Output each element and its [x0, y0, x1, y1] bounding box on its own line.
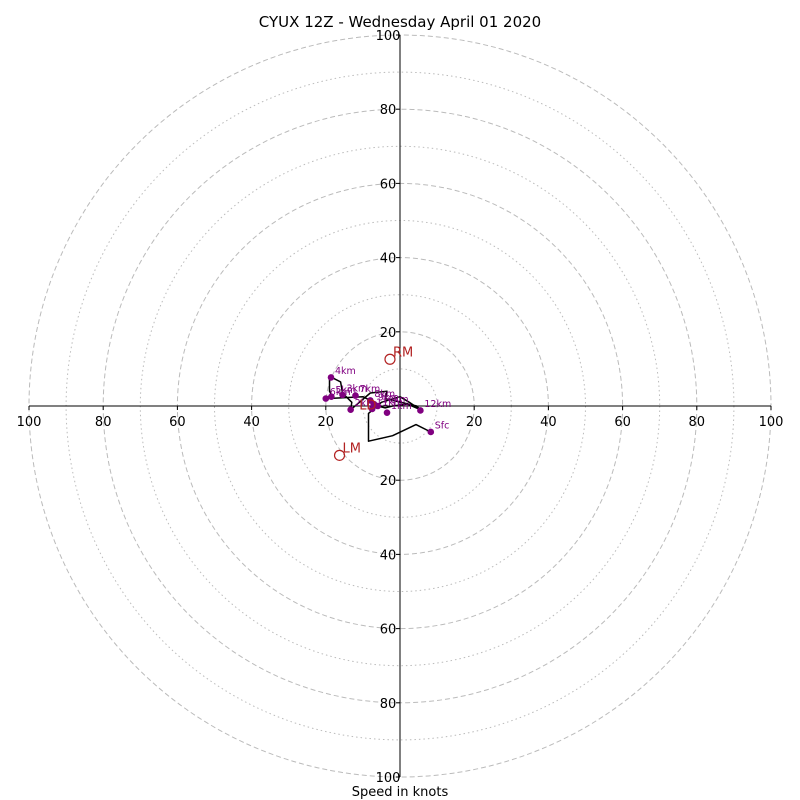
y-tick-label-bottom-40: 40 — [380, 548, 397, 563]
y-tick-label-top-60: 60 — [380, 177, 397, 192]
tick-labels: 20 20 20 20 40 40 40 40 60 60 60 60 80 80 80 80 100 100 10… — [17, 29, 784, 786]
x-tick-label-right-100: 100 — [759, 415, 784, 430]
x-tick-label-left-60: 60 — [169, 415, 186, 430]
y-tick-label-top-40: 40 — [380, 252, 397, 267]
height-level-points — [322, 374, 435, 436]
height-label-5km: 5km — [335, 385, 356, 396]
storm-motion-rm — [384, 353, 396, 365]
storm-motion-label-rm: RM — [393, 345, 413, 360]
height-point-1km — [383, 409, 391, 416]
y-tick-label-top-20: 20 — [380, 326, 397, 341]
height-point-4km — [327, 374, 335, 381]
storm-motion-markers: RM LM — [333, 345, 413, 461]
height-label-4km: 4km — [335, 366, 356, 377]
y-tick-label-top-100: 100 — [376, 29, 401, 44]
x-axis-label: Speed in knots — [352, 785, 449, 800]
height-label-1km: 1km — [391, 401, 412, 412]
y-tick-label-bottom-100: 100 — [376, 771, 401, 786]
axes — [29, 35, 771, 777]
y-tick-label-top-80: 80 — [380, 103, 397, 118]
x-tick-label-left-20: 20 — [318, 415, 335, 430]
height-label-9km: 9km — [378, 393, 399, 404]
height-label-2km: 2km — [355, 398, 376, 409]
y-tick-label-bottom-20: 20 — [380, 474, 397, 489]
storm-motion-lm — [333, 449, 346, 461]
tick-marks — [28, 34, 772, 778]
height-point-7km — [352, 392, 359, 399]
height-label-11km: 11km — [376, 397, 403, 408]
x-tick-label-left-40: 40 — [243, 415, 260, 430]
height-point-10km — [374, 402, 382, 410]
chart-title: CYUX 12Z - Wednesday April 01 2020 — [259, 13, 541, 31]
height-label-12km: 12km — [424, 399, 451, 410]
x-tick-label-right-40: 40 — [540, 415, 557, 430]
y-tick-label-bottom-60: 60 — [380, 623, 397, 638]
y-tick-label-bottom-80: 80 — [380, 697, 397, 712]
x-tick-label-right-20: 20 — [466, 415, 483, 430]
height-point-6km — [322, 395, 330, 402]
x-tick-label-left-100: 100 — [17, 415, 42, 430]
height-label-sfc: Sfc — [435, 420, 450, 431]
height-point-5km — [328, 393, 335, 401]
height-point-12km — [417, 407, 424, 414]
height-label-6km: 6km — [330, 387, 351, 398]
storm-motion-label-lm: LM — [343, 441, 361, 456]
height-point-sfc — [427, 428, 435, 436]
height-label-8km: 8km — [374, 389, 395, 400]
extra-label-ld: LD — [359, 399, 376, 414]
height-point-3km — [339, 391, 346, 399]
x-tick-label-left-80: 80 — [95, 415, 112, 430]
height-point-11km — [368, 405, 376, 413]
height-label-3km: 3km — [346, 383, 367, 394]
height-label-7km: 7km — [359, 384, 380, 395]
height-label-10km: 10km — [382, 395, 409, 406]
x-tick-label-right-80: 80 — [689, 415, 706, 430]
height-point-2km — [347, 406, 354, 414]
x-tick-label-right-60: 60 — [614, 415, 631, 430]
extra-labels: LD — [359, 399, 376, 414]
